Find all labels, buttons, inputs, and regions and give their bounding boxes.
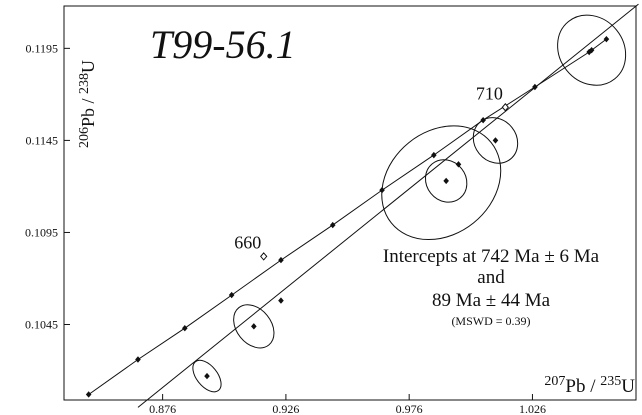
error-ellipse [192,359,222,393]
x-tick-label: 0.926 [272,402,299,415]
discordia-point [455,161,462,168]
y-tick-label: 0.1095 [25,225,58,239]
x-tick-label: 1.026 [519,402,546,415]
error-ellipse [381,125,502,241]
y-tick-label: 0.1045 [25,318,58,332]
discordia-point [443,177,449,185]
annotation-line-2: and [477,267,505,288]
discordia-point [251,323,257,330]
data-points: 660 710 [85,35,610,398]
age-label: 710 [476,83,503,103]
plot-frame [63,5,637,401]
error-ellipse [424,159,468,203]
concordia-marker [135,356,141,363]
discordia-line [137,3,639,408]
discordia-point [492,137,499,144]
error-ellipse [557,14,627,86]
age-marker-open [260,252,268,261]
concordia-marker [480,116,486,124]
axis-ticks: 0.876 0.926 0.976 1.026 0.1195 0.1145 0.1095 0.… [25,41,546,415]
discordia-point [588,46,595,54]
error-ellipse [233,304,275,349]
annotation-line-1: Intercepts at 742 Ma ± 6 Ma [383,246,600,267]
y-axis-label: 206Pb / 238U [77,60,98,148]
annotation-line-4: (MSWD = 0.39) [451,314,530,328]
concordia-marker [182,324,188,332]
concordia-marker [603,35,610,43]
y-tick-label: 0.1195 [25,41,58,55]
concordia-marker [278,256,284,264]
discordia-point [278,297,284,304]
concordia-marker [431,151,437,159]
age-marker-open [501,102,509,112]
discordia-point [204,372,210,380]
annotation-line-3: 89 Ma ± 44 Ma [432,290,551,311]
concordia-line [88,38,607,395]
error-ellipse [472,117,519,164]
x-tick-label: 0.976 [396,402,423,415]
concordia-marker [329,221,336,229]
reference-lines [88,3,639,408]
concordia-marker [532,83,538,91]
x-axis-label: 207Pb / 235U [544,374,635,397]
chart-title: T99-56.1 [150,22,296,67]
y-tick-label: 0.1145 [25,133,58,147]
age-label: 660 [234,232,261,252]
intercept-annotation: Intercepts at 742 Ma ± 6 Ma and 89 Ma ± … [383,246,600,328]
concordia-marker [228,291,235,299]
error-ellipses [192,14,627,393]
concordia-marker [379,186,385,194]
x-tick-label: 0.876 [149,402,176,415]
concordia-marker [85,391,92,398]
